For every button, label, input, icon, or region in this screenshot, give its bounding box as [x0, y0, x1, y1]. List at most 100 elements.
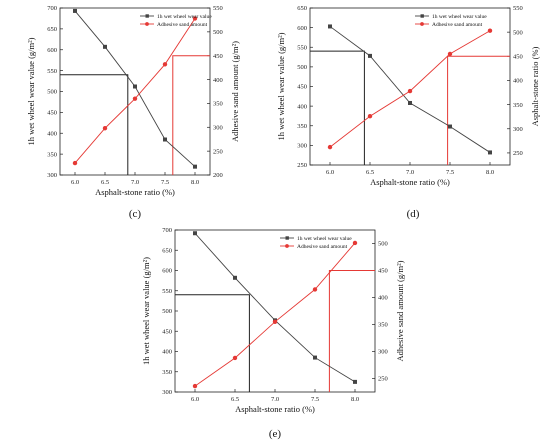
plot-frame	[309, 7, 511, 166]
y-left-tick-label: 700	[162, 227, 172, 234]
x-tick-label: 8.0	[191, 179, 199, 186]
y-right-tick-label: 300	[378, 349, 388, 356]
data-point-wear-value	[193, 164, 197, 169]
data-point-wear-value	[328, 24, 332, 29]
legend-label: 1h wet wheel wear value	[432, 14, 487, 20]
y-right-tick-label: 350	[378, 322, 388, 329]
y-left-tick-label: 650	[162, 247, 172, 254]
x-axis-label: Asphalt-stone ratio (%)	[95, 187, 175, 197]
data-point-wear-value	[163, 137, 167, 142]
y-right-tick-label: 450	[378, 268, 388, 275]
y-left-tick-label: 600	[47, 47, 57, 54]
data-point-wear-value	[233, 275, 237, 280]
x-tick-label: 7.5	[311, 396, 319, 403]
y-left-axis-label: 1h wet wheel wear value (g/m²)	[141, 257, 151, 365]
chart-panel-c: 6.0 6.5 7.0 7.5 8.0 300 350 400 450 500 550 600 650 7…	[26, 5, 240, 220]
legend-swatch-marker	[285, 244, 289, 248]
y-left-tick-label: 300	[297, 143, 307, 150]
data-point-wear-value	[103, 44, 107, 49]
data-point-wear-value	[193, 231, 197, 236]
legend-label: Adhesive sand amount	[432, 22, 483, 28]
y-left-tick-label: 500	[47, 89, 57, 96]
y-right-tick-label: 300	[213, 124, 223, 131]
reference-line-right	[447, 55, 510, 165]
series-line-wear-value	[74, 10, 196, 167]
data-point-wear-value	[488, 150, 492, 155]
x-tick-label: 6.5	[366, 169, 374, 176]
reference-line-left	[60, 74, 129, 175]
data-point-wear-value	[368, 53, 372, 58]
panel-label: (c)	[129, 208, 142, 220]
y-right-tick-label: 450	[213, 53, 223, 60]
y-right-axis-label: Adhesive sand amount (g/m²)	[230, 41, 240, 142]
series-line-sand-amount	[194, 242, 356, 387]
chart-panel-e: 6.0 6.5 7.0 7.5 8.0 300 350 400 450 500 550 600 650 7…	[141, 227, 405, 440]
x-tick-label: 7.0	[271, 396, 279, 403]
x-tick-label: 7.5	[161, 179, 169, 186]
data-point-wear-value	[313, 355, 317, 360]
data-point-wear-value	[73, 8, 77, 13]
legend-label: Adhesive sand amount	[297, 244, 348, 250]
y-left-tick-label: 350	[297, 123, 307, 130]
plot-frame	[59, 7, 211, 176]
y-right-tick-label: 500	[513, 29, 523, 36]
x-tick-label: 7.5	[446, 169, 454, 176]
y-left-tick-label: 650	[297, 5, 307, 12]
y-right-tick-label: 350	[213, 101, 223, 108]
y-right-tick-label: 250	[513, 150, 523, 157]
y-left-tick-label: 450	[47, 110, 57, 117]
y-left-tick-label: 400	[162, 349, 172, 356]
data-point-wear-value	[353, 379, 357, 384]
legend-swatch-marker	[285, 236, 289, 240]
y-right-tick-label: 400	[378, 295, 388, 302]
y-left-tick-label: 650	[47, 26, 57, 33]
data-point-sand-amount	[367, 114, 373, 119]
data-point-sand-amount	[132, 96, 138, 101]
reference-line-left	[175, 294, 250, 392]
data-point-sand-amount	[447, 51, 453, 57]
y-left-tick-label: 250	[297, 162, 307, 169]
y-right-tick-label: 400	[213, 77, 223, 84]
x-tick-label: 7.0	[406, 169, 414, 176]
reference-line-right	[328, 270, 375, 392]
y-left-tick-label: 550	[162, 288, 172, 295]
y-right-tick-label: 550	[213, 5, 223, 12]
y-left-tick-label: 550	[297, 44, 307, 51]
x-tick-label: 6.5	[101, 179, 109, 186]
y-left-tick-label: 400	[297, 103, 307, 110]
x-tick-label: 8.0	[486, 169, 494, 176]
x-axis-label: Asphalt-stone ratio (%)	[370, 177, 450, 187]
y-right-tick-label: 300	[513, 126, 523, 133]
y-right-tick-label: 500	[378, 241, 388, 248]
data-point-sand-amount	[272, 319, 278, 324]
y-right-axis-label: Asphalt-stone ratio (%)	[530, 46, 540, 126]
y-left-tick-label: 600	[162, 268, 172, 275]
y-right-tick-label: 200	[213, 172, 223, 179]
y-right-tick-label: 350	[513, 102, 523, 109]
y-left-tick-label: 350	[162, 369, 172, 376]
data-point-sand-amount	[312, 287, 318, 292]
y-right-axis-label: Adhesive sand amount (g/m²)	[395, 260, 405, 361]
legend-label: 1h wet wheel wear value	[157, 14, 212, 20]
reference-line-right	[172, 55, 210, 175]
y-right-tick-label: 500	[213, 29, 223, 36]
y-right-tick-label: 250	[378, 376, 388, 383]
x-axis-label: Asphalt-stone ratio (%)	[235, 404, 315, 414]
x-tick-label: 8.0	[351, 396, 359, 403]
y-left-axis-label: 1h wet wheel wear value (g/m²)	[26, 37, 36, 145]
y-left-axis-label: 1h wet wheel wear value (g/m²)	[276, 32, 286, 140]
data-point-sand-amount	[487, 28, 493, 33]
series-line-wear-value	[194, 232, 356, 383]
x-tick-label: 6.5	[231, 396, 239, 403]
legend-label: 1h wet wheel wear value	[297, 236, 352, 242]
legend-swatch-marker	[145, 14, 149, 18]
data-point-wear-value	[408, 100, 412, 105]
y-right-tick-label: 400	[513, 78, 523, 85]
y-right-tick-label: 550	[513, 5, 523, 12]
legend-swatch-marker	[145, 22, 149, 26]
y-left-tick-label: 300	[47, 172, 57, 179]
data-point-sand-amount	[192, 383, 198, 389]
data-point-wear-value	[448, 124, 452, 129]
data-point-sand-amount	[72, 160, 78, 166]
